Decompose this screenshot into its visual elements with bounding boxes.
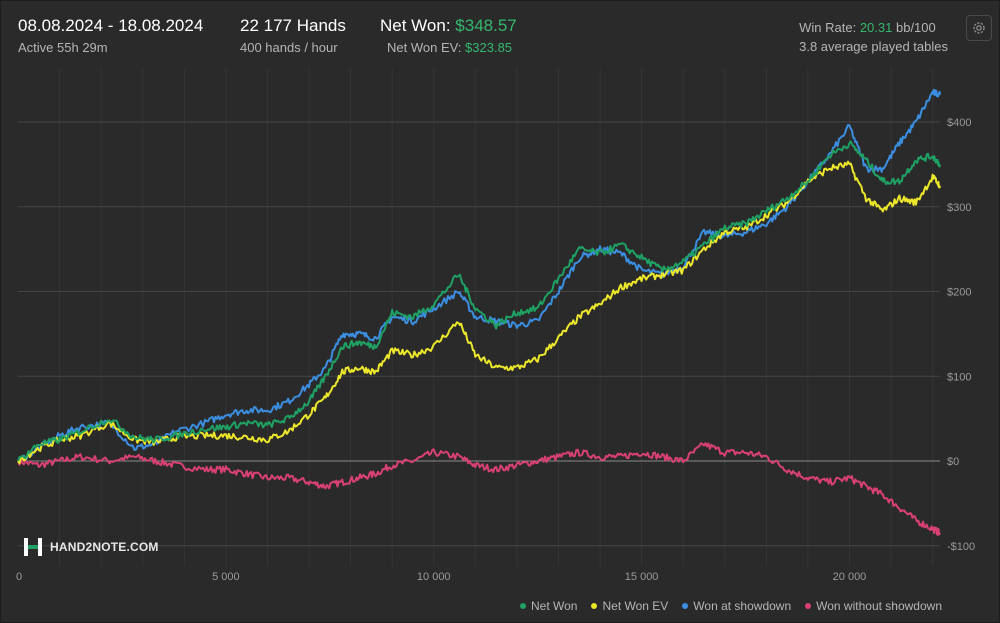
y-tick-label: $400 [947, 117, 971, 129]
legend-label: Won at showdown [693, 599, 792, 613]
series-line-0 [17, 140, 941, 462]
period-block: 08.08.2024 - 18.08.2024 Active 55h 29m [18, 16, 203, 55]
series-line-2 [17, 88, 941, 462]
series-line-1 [17, 160, 941, 465]
y-tick-label: $0 [947, 456, 959, 468]
hands-block: 22 177 Hands 400 hands / hour [240, 16, 346, 55]
logo-text: HAND2NOTE.COM [50, 540, 159, 554]
settings-button[interactable] [966, 15, 992, 41]
series-lines [17, 88, 941, 536]
x-tick-label: 10 000 [417, 571, 451, 583]
net-won-value: $348.57 [455, 16, 517, 35]
hands-count: 22 177 Hands [240, 16, 346, 35]
average-tables: 3.8 average played tables [799, 39, 948, 54]
win-rate-unit: bb/100 [895, 20, 936, 35]
y-tick-label: -$100 [947, 541, 975, 553]
win-rate-block: Win Rate: 20.31 bb/100 3.8 average playe… [799, 20, 948, 54]
x-tick-label: 0 [16, 571, 22, 583]
legend-item-non-showdown[interactable]: Won without showdown [805, 599, 942, 613]
gear-icon [973, 22, 985, 34]
legend-label: Net Won EV [602, 599, 669, 613]
y-axis-labels: -$100 $0 $100 $200 $300 $400 [947, 117, 975, 553]
x-tick-label: 15 000 [625, 571, 659, 583]
x-axis-labels: 0 5 000 10 000 15 000 20 000 [16, 571, 866, 583]
net-won-label: Net Won: [380, 16, 451, 35]
net-won-ev-value: $323.85 [465, 40, 513, 55]
x-tick-label: 5 000 [212, 571, 240, 583]
legend-label: Won without showdown [816, 599, 942, 613]
date-range: 08.08.2024 - 18.08.2024 [18, 16, 204, 35]
legend-label: Net Won [531, 599, 578, 613]
win-rate-value: 20.31 [859, 20, 893, 35]
vertical-grid [59, 68, 934, 566]
hands-rate: 400 hands / hour [240, 40, 338, 55]
legend-dot-icon [805, 603, 812, 609]
y-tick-label: $100 [947, 371, 971, 383]
net-won-block: Net Won: $348.57 Net Won EV: $323.85 [380, 16, 517, 55]
x-tick-label: 20 000 [833, 571, 867, 583]
net-won-ev-label: Net Won EV: [387, 40, 462, 55]
y-tick-label: $200 [947, 287, 971, 299]
series-line-3 [17, 442, 941, 536]
legend-item-showdown[interactable]: Won at showdown [682, 599, 791, 613]
legend-item-net-won[interactable]: Net Won [520, 599, 577, 613]
y-tick-label: $300 [947, 202, 971, 214]
h2n-logo-icon [24, 538, 42, 556]
legend-item-net-won-ev[interactable]: Net Won EV [591, 599, 668, 613]
active-time: Active 55h 29m [18, 40, 108, 55]
win-rate-label: Win Rate: [799, 20, 857, 35]
legend: Net Won Net Won EV Won at showdown Won w… [520, 599, 942, 613]
legend-dot-icon [591, 603, 598, 609]
legend-dot-icon [520, 603, 527, 609]
hand2note-logo: HAND2NOTE.COM [22, 532, 162, 562]
legend-dot-icon [682, 603, 689, 609]
